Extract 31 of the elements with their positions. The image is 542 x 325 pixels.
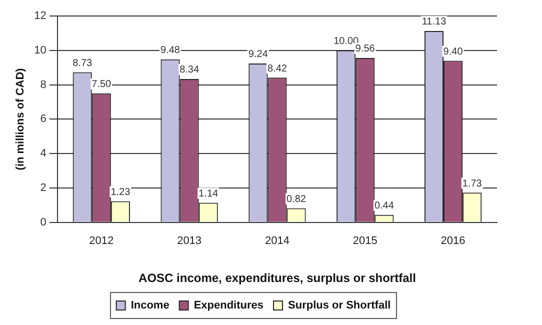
x-tick-label: 2016 bbox=[440, 235, 466, 248]
legend-label: Surplus or Shortfall bbox=[288, 300, 391, 312]
data-label: 8.42 bbox=[267, 63, 288, 74]
y-tick-label: 0 bbox=[40, 216, 46, 228]
data-label: 1.73 bbox=[462, 178, 482, 190]
data-label: 0.44 bbox=[374, 200, 394, 212]
data-label: 9.48 bbox=[160, 45, 180, 56]
y-tick-label: 2 bbox=[40, 182, 46, 194]
y-tick-label: 6 bbox=[40, 113, 46, 126]
x-tick-label: 2015 bbox=[352, 235, 378, 248]
data-label: 9.24 bbox=[248, 49, 268, 60]
y-tick-label: 10 bbox=[34, 44, 46, 56]
data-label: 1.14 bbox=[198, 188, 219, 200]
x-axis-title: AOSC income, expenditures, surplus or shortfall bbox=[138, 271, 416, 286]
y-tick-label: 8 bbox=[40, 78, 46, 91]
data-label: 8.73 bbox=[72, 58, 93, 69]
data-label: 7.50 bbox=[92, 79, 112, 90]
data-label: 0.82 bbox=[286, 194, 306, 206]
y-tick-label: 4 bbox=[40, 148, 46, 160]
y-axis-title: (in millions of CAD) bbox=[14, 68, 27, 170]
data-label: 8.34 bbox=[180, 64, 200, 76]
y-tick-label: 12 bbox=[34, 10, 46, 22]
data-label: 9.40 bbox=[443, 46, 464, 58]
x-tick-label: 2013 bbox=[177, 235, 202, 248]
legend-label: Income bbox=[130, 300, 170, 312]
x-tick-label: 2012 bbox=[89, 235, 114, 248]
data-label: 9.56 bbox=[355, 44, 376, 55]
legend-label: Expenditures bbox=[194, 300, 264, 312]
data-label: 11.13 bbox=[422, 16, 447, 28]
x-tick-label: 2014 bbox=[264, 235, 290, 248]
data-label: 1.23 bbox=[110, 186, 131, 198]
